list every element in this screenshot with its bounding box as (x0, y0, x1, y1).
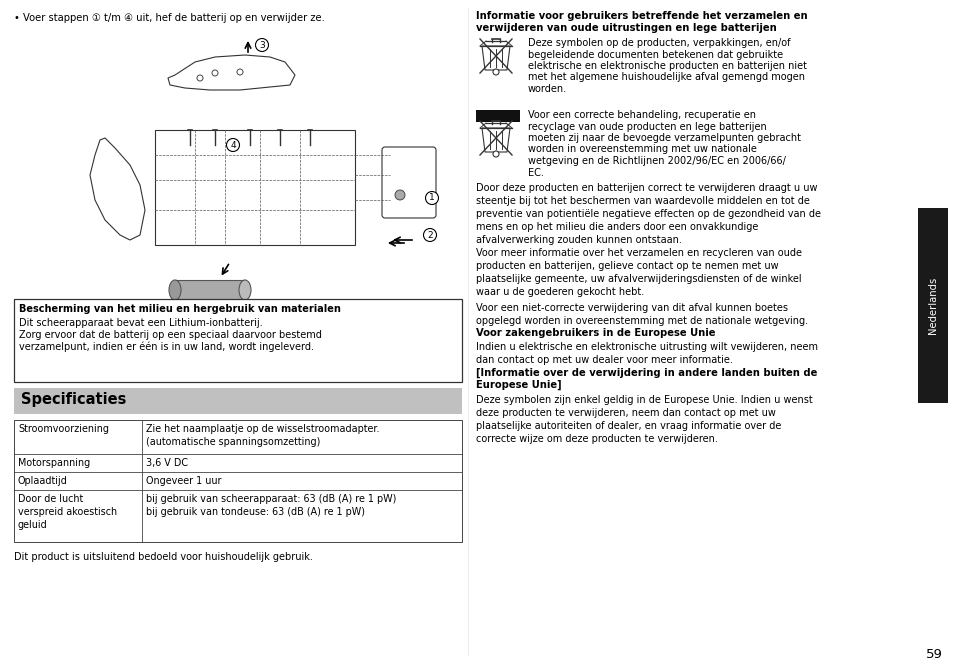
Text: Deze symbolen op de producten, verpakkingen, en/of: Deze symbolen op de producten, verpakkin… (527, 38, 790, 48)
Bar (917, 208, 947, 403)
Text: Informatie voor gebruikers betreffende het verzamelen en: Informatie voor gebruikers betreffende h… (476, 11, 807, 21)
Polygon shape (168, 55, 294, 90)
Text: Bescherming van het milieu en hergebruik van materialen: Bescherming van het milieu en hergebruik… (19, 304, 340, 314)
Polygon shape (481, 128, 510, 152)
FancyBboxPatch shape (381, 147, 436, 218)
Circle shape (493, 151, 498, 157)
Text: Voor een correcte behandeling, recuperatie en: Voor een correcte behandeling, recuperat… (527, 110, 755, 120)
Text: Zorg ervoor dat de batterij op een speciaal daarvoor bestemd: Zorg ervoor dat de batterij op een speci… (19, 330, 321, 340)
Text: Deze symbolen zijn enkel geldig in de Europese Unie. Indien u wenst
deze product: Deze symbolen zijn enkel geldig in de Eu… (476, 395, 812, 444)
Text: verzamelpunt, indien er één is in uw land, wordt ingeleverd.: verzamelpunt, indien er één is in uw lan… (19, 342, 314, 352)
Text: • Voer stappen ① t/m ④ uit, hef de batterij op en verwijder ze.: • Voer stappen ① t/m ④ uit, hef de batte… (14, 13, 325, 23)
Circle shape (425, 191, 438, 205)
Text: Zie het naamplaatje op de wisselstroomadapter.
(automatische spanningsomzetting): Zie het naamplaatje op de wisselstroomad… (146, 424, 379, 447)
Ellipse shape (169, 280, 181, 300)
Polygon shape (481, 46, 510, 70)
Bar (476, 110, 519, 122)
Text: 3: 3 (259, 40, 265, 50)
Text: Dit product is uitsluitend bedoeld voor huishoudelijk gebruik.: Dit product is uitsluitend bedoeld voor … (14, 552, 313, 562)
Text: Specificaties: Specificaties (21, 392, 126, 407)
Text: Voor een niet-correcte verwijdering van dit afval kunnen boetes
opgelegd worden : Voor een niet-correcte verwijdering van … (476, 303, 807, 326)
Bar (14, 420, 461, 542)
Text: Ongeveer 1 uur: Ongeveer 1 uur (146, 476, 221, 486)
Circle shape (423, 229, 436, 242)
Text: 1: 1 (429, 193, 435, 203)
Text: wetgeving en de Richtlijnen 2002/96/EC en 2006/66/: wetgeving en de Richtlijnen 2002/96/EC e… (527, 156, 785, 166)
Text: elektrische en elektronische producten en batterijen niet: elektrische en elektronische producten e… (527, 61, 806, 71)
Bar (14, 388, 461, 414)
Text: [Informatie over de verwijdering in andere landen buiten de: [Informatie over de verwijdering in ande… (476, 368, 817, 378)
Polygon shape (90, 138, 145, 240)
Text: Nederlands: Nederlands (927, 277, 937, 334)
Bar (14, 299, 461, 382)
Text: begeleidende documenten betekenen dat gebruikte: begeleidende documenten betekenen dat ge… (527, 50, 782, 60)
Text: recyclage van oude producten en lege batterijen: recyclage van oude producten en lege bat… (527, 121, 766, 132)
Text: Door de lucht
verspreid akoestisch
geluid: Door de lucht verspreid akoestisch gelui… (18, 494, 117, 530)
Circle shape (212, 70, 218, 76)
Text: met het algemene huishoudelijke afval gemengd mogen: met het algemene huishoudelijke afval ge… (527, 72, 804, 83)
Text: Motorspanning: Motorspanning (18, 458, 91, 468)
Text: Indien u elektrische en elektronische uitrusting wilt vewijderen, neem
dan conta: Indien u elektrische en elektronische ui… (476, 342, 817, 365)
Text: worden in overeenstemming met uw nationale: worden in overeenstemming met uw nationa… (527, 144, 756, 154)
Circle shape (255, 38, 268, 52)
Text: verwijderen van oude uitrustingen en lege batterijen: verwijderen van oude uitrustingen en leg… (476, 23, 776, 33)
Text: worden.: worden. (527, 84, 566, 94)
Text: 2: 2 (427, 231, 433, 240)
Text: Stroomvoorziening: Stroomvoorziening (18, 424, 109, 434)
Text: Door deze producten en batterijen correct te verwijderen draagt u uw
steentje bi: Door deze producten en batterijen correc… (476, 183, 821, 245)
Ellipse shape (239, 280, 251, 300)
Circle shape (236, 69, 243, 75)
Text: Voor zakengebruikers in de Europese Unie: Voor zakengebruikers in de Europese Unie (476, 328, 715, 338)
Bar (174, 280, 245, 300)
Text: Voor meer informatie over het verzamelen en recycleren van oude
producten en bat: Voor meer informatie over het verzamelen… (476, 248, 801, 297)
Circle shape (226, 138, 239, 152)
Bar (154, 130, 355, 245)
Text: 59: 59 (924, 648, 942, 661)
Text: Oplaadtijd: Oplaadtijd (18, 476, 68, 486)
Text: Dit scheerapparaat bevat een Lithium-ionbatterij.: Dit scheerapparaat bevat een Lithium-ion… (19, 318, 262, 328)
Circle shape (493, 69, 498, 75)
Circle shape (395, 190, 405, 200)
Text: EC.: EC. (527, 168, 543, 178)
Text: bij gebruik van scheerapparaat: 63 (dB (A) re 1 pW)
bij gebruik van tondeuse: 63: bij gebruik van scheerapparaat: 63 (dB (… (146, 494, 395, 517)
Circle shape (196, 75, 203, 81)
Text: 4: 4 (230, 140, 235, 150)
Text: Europese Unie]: Europese Unie] (476, 380, 561, 391)
Text: moeten zij naar de bevoegde verzamelpunten gebracht: moeten zij naar de bevoegde verzamelpunt… (527, 133, 801, 143)
Text: 3,6 V DC: 3,6 V DC (146, 458, 188, 468)
